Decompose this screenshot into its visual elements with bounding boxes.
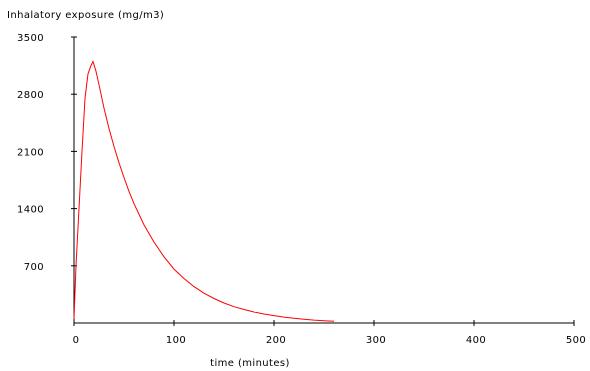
series-line <box>73 60 335 322</box>
x-tick-label: 300 <box>366 335 386 346</box>
y-tick-label: 2800 <box>17 90 44 101</box>
y-axis-label: Inhalatory exposure (mg/m3) <box>7 10 164 21</box>
y-tick-label: 700 <box>24 262 44 273</box>
x-tick-label: 200 <box>266 335 286 346</box>
series-layer <box>73 60 335 322</box>
x-axis-ticks: 0 100 200 300 400 500 <box>73 320 586 346</box>
x-tick-label: 0 <box>73 335 80 346</box>
y-tick-label: 1400 <box>17 205 44 216</box>
y-axis-ticks: 700 1400 2100 2800 3500 <box>17 33 77 273</box>
x-axis-label: time (minutes) <box>210 358 290 369</box>
x-tick-label: 100 <box>166 335 186 346</box>
y-tick-label: 2100 <box>17 147 44 158</box>
x-tick-label: 400 <box>466 335 486 346</box>
x-tick-label: 500 <box>566 335 586 346</box>
y-tick-label: 3500 <box>17 33 44 44</box>
